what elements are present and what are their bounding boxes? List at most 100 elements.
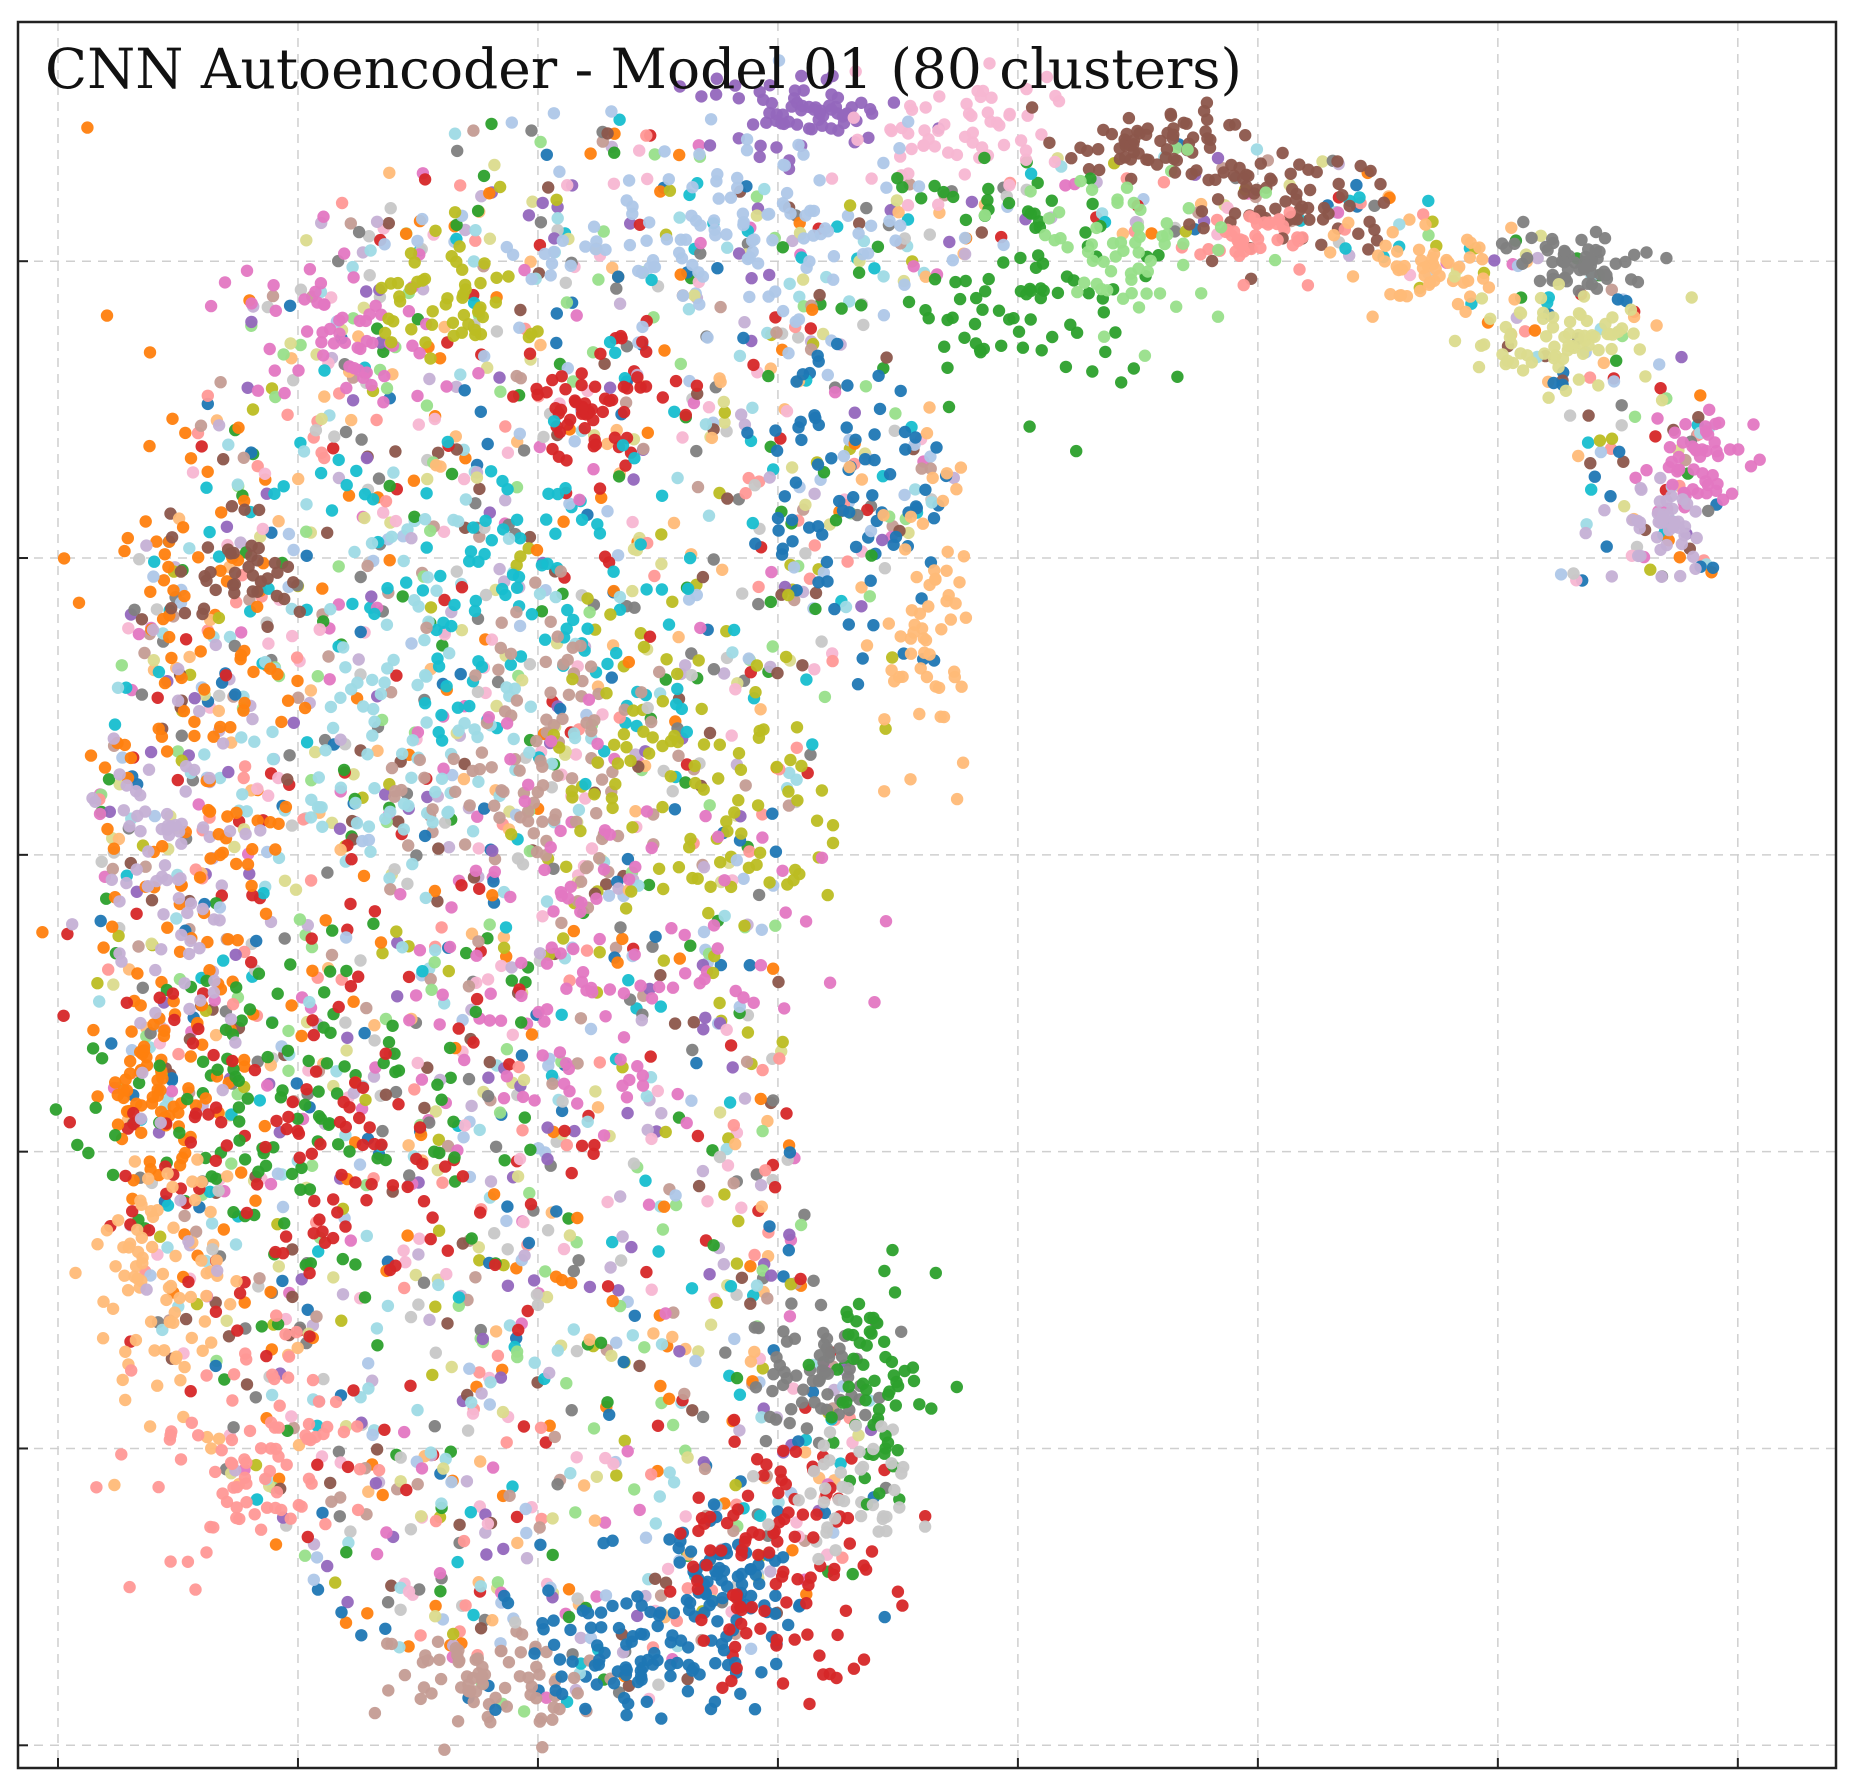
scatter-point xyxy=(772,54,786,67)
scatter-point xyxy=(756,1362,769,1375)
scatter-point xyxy=(499,494,512,507)
scatter-point xyxy=(71,1138,84,1152)
scatter-point xyxy=(1211,310,1225,323)
scatter-point xyxy=(507,390,520,403)
scatter-point xyxy=(1071,285,1084,299)
scatter-point xyxy=(776,241,789,254)
scatter-point xyxy=(528,1356,541,1369)
scatter-point xyxy=(397,823,410,836)
scatter-point xyxy=(856,652,869,665)
scatter-point xyxy=(646,1658,660,1671)
scatter-point xyxy=(1650,319,1663,332)
scatter-point xyxy=(942,400,956,414)
scatter-point xyxy=(919,270,932,283)
scatter-point xyxy=(352,653,365,666)
scatter-point xyxy=(565,1404,578,1417)
scatter-point xyxy=(226,1054,239,1068)
scatter-point xyxy=(619,902,633,915)
scatter-point xyxy=(737,872,750,885)
scatter-point xyxy=(559,383,572,396)
scatter-point xyxy=(627,473,640,486)
scatter-point xyxy=(219,669,233,682)
scatter-point xyxy=(451,1715,465,1728)
scatter-point xyxy=(426,1368,439,1382)
scatter-point xyxy=(842,618,855,631)
scatter-point xyxy=(389,1085,403,1099)
scatter-point xyxy=(360,451,374,465)
scatter-point xyxy=(518,795,531,808)
scatter-point xyxy=(553,426,567,439)
scatter-point xyxy=(588,433,601,447)
scatter-point xyxy=(713,1150,727,1164)
scatter-point xyxy=(513,1670,527,1683)
scatter-point xyxy=(601,1280,615,1293)
scatter-point xyxy=(261,1079,274,1092)
scatter-point xyxy=(368,782,381,795)
scatter-point xyxy=(800,1597,813,1610)
scatter-point xyxy=(763,79,776,92)
scatter-point xyxy=(434,1585,447,1598)
scatter-point xyxy=(319,744,332,757)
scatter-point xyxy=(943,235,956,249)
scatter-point xyxy=(728,1435,741,1448)
scatter-point xyxy=(1419,218,1432,231)
scatter-point xyxy=(584,660,598,673)
scatter-point xyxy=(449,785,462,798)
scatter-point xyxy=(371,744,384,757)
scatter-point xyxy=(561,892,575,905)
scatter-point xyxy=(736,587,749,600)
scatter-point xyxy=(184,1050,197,1063)
scatter-point xyxy=(1019,144,1033,157)
scatter-point xyxy=(574,1012,588,1025)
scatter-point xyxy=(813,288,826,302)
scatter-point xyxy=(1694,389,1707,402)
scatter-point xyxy=(837,116,851,130)
scatter-point xyxy=(778,200,791,213)
scatter-point xyxy=(808,539,821,552)
scatter-point xyxy=(413,1583,426,1596)
scatter-point xyxy=(156,1267,170,1281)
scatter-point xyxy=(115,659,128,672)
scatter-point xyxy=(1457,276,1470,289)
scatter-point xyxy=(1293,158,1306,171)
scatter-point xyxy=(158,548,171,561)
scatter-point xyxy=(1744,460,1758,473)
scatter-point xyxy=(461,1424,475,1437)
scatter-point xyxy=(1753,453,1766,466)
scatter-point xyxy=(810,814,824,827)
scatter-point xyxy=(941,361,954,374)
scatter-point xyxy=(1086,254,1100,267)
scatter-point xyxy=(256,522,269,536)
scatter-point xyxy=(339,1120,352,1134)
scatter-point xyxy=(724,1039,738,1052)
scatter-point xyxy=(220,1314,233,1328)
scatter-point xyxy=(1654,543,1667,556)
scatter-point xyxy=(933,90,946,103)
scatter-point xyxy=(815,635,828,648)
scatter-point xyxy=(1649,430,1662,443)
scatter-point xyxy=(610,282,623,295)
scatter-point xyxy=(275,715,288,729)
scatter-point xyxy=(645,1468,658,1481)
scatter-point xyxy=(732,794,745,807)
scatter-point xyxy=(633,1359,646,1373)
scatter-point xyxy=(266,725,279,739)
scatter-point xyxy=(1589,225,1603,239)
scatter-point xyxy=(484,987,497,1000)
scatter-point xyxy=(143,1155,156,1168)
scatter-point xyxy=(112,832,126,846)
scatter-point xyxy=(539,1265,552,1278)
scatter-point xyxy=(241,1092,254,1105)
scatter-point xyxy=(1002,196,1016,210)
scatter-point xyxy=(467,1036,480,1049)
scatter-point xyxy=(416,965,429,978)
scatter-point xyxy=(341,1595,354,1609)
scatter-point xyxy=(694,621,707,635)
scatter-point xyxy=(305,1147,318,1161)
scatter-point xyxy=(538,247,551,261)
scatter-point xyxy=(515,989,528,1003)
scatter-point xyxy=(760,116,773,129)
scatter-point xyxy=(143,346,157,359)
scatter-point xyxy=(643,630,657,643)
scatter-point xyxy=(213,901,227,914)
